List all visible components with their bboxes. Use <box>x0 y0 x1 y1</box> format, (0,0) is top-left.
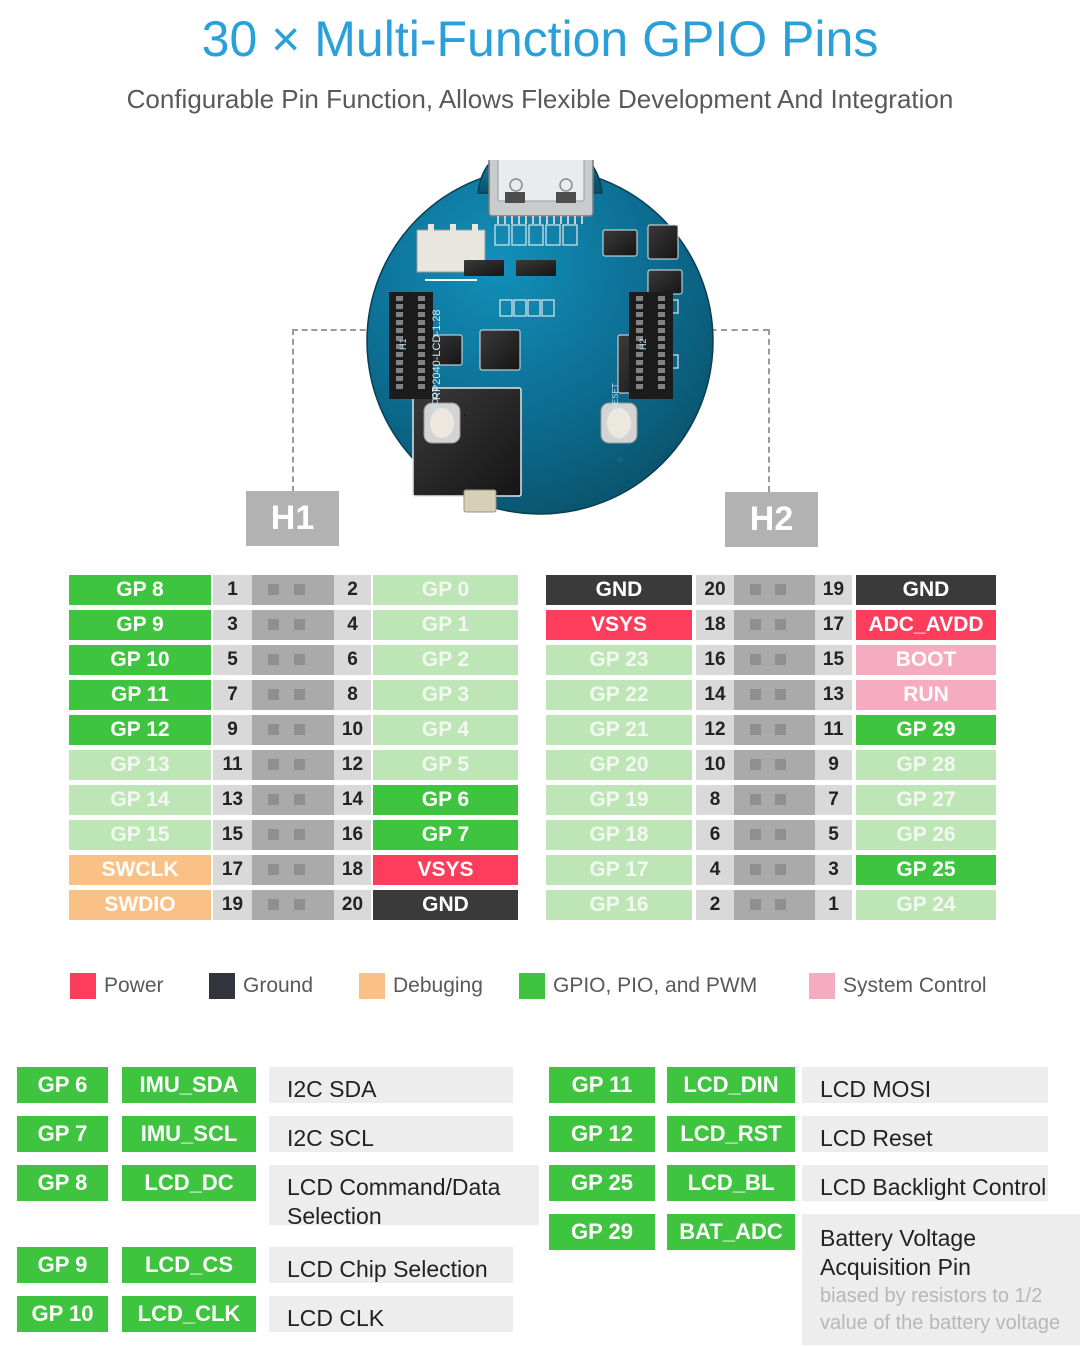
svg-text:H2: H2 <box>638 338 648 350</box>
svg-text:RP2040-LCD-1.28: RP2040-LCD-1.28 <box>431 310 443 401</box>
svg-text:RESET: RESET <box>611 383 620 410</box>
svg-text:H1: H1 <box>398 338 408 350</box>
